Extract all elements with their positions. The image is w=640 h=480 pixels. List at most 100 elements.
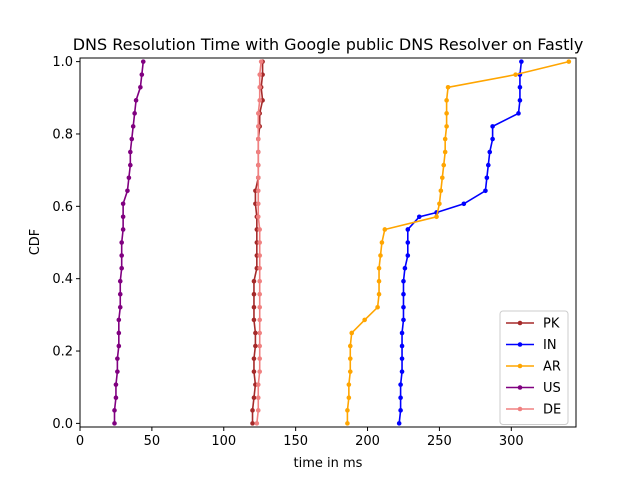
data-point [379, 240, 385, 245]
data-point [416, 214, 422, 220]
data-point [398, 395, 403, 401]
data-point [250, 408, 255, 413]
legend-label: DE [543, 403, 561, 418]
data-point [349, 330, 355, 336]
data-point [347, 343, 353, 349]
data-point [362, 317, 367, 323]
data-point [120, 214, 126, 220]
x-tick-label: 0 [76, 434, 84, 449]
data-point [257, 317, 263, 323]
legend-item-us: US [506, 381, 561, 396]
data-point [398, 382, 403, 387]
data-point [257, 98, 263, 103]
x-tick-label: 300 [499, 434, 524, 449]
data-point [440, 175, 445, 181]
data-point [116, 330, 122, 336]
data-point [128, 162, 133, 168]
data-point [445, 85, 451, 90]
data-point [405, 227, 411, 232]
data-point [401, 304, 406, 310]
data-point [255, 149, 261, 155]
data-point [255, 408, 261, 413]
data-point [115, 369, 120, 374]
data-point [253, 330, 258, 336]
x-tick-label: 100 [211, 434, 236, 449]
series-layer [112, 59, 572, 426]
y-tick-label: 0.8 [52, 127, 73, 142]
legend-item-ar: AR [506, 360, 561, 375]
legend-label: US [543, 381, 561, 396]
data-point [375, 304, 380, 310]
data-point [399, 369, 405, 374]
data-point [516, 111, 521, 116]
data-point [444, 98, 449, 103]
data-point [401, 278, 406, 284]
data-point [566, 59, 572, 64]
legend-box [499, 310, 569, 425]
data-point [401, 317, 406, 323]
data-point [438, 188, 444, 194]
data-point [258, 59, 264, 64]
data-point [398, 408, 403, 413]
legend-marker [517, 363, 523, 369]
data-point [117, 291, 123, 297]
x-tick-label: 50 [144, 434, 161, 449]
data-point [129, 136, 135, 142]
data-point [257, 356, 263, 361]
data-point [116, 317, 122, 323]
y-tick-label: 0.4 [52, 272, 73, 287]
legend-item-in: IN [506, 338, 557, 353]
data-point [253, 343, 258, 349]
data-point [257, 85, 263, 90]
y-axis: 0.0 0.2 0.4 0.6 0.8 1.0 [52, 55, 80, 432]
data-point [132, 111, 137, 116]
data-point [113, 382, 119, 387]
data-point [120, 201, 126, 207]
data-point [120, 227, 126, 232]
data-point [405, 240, 411, 245]
data-point [125, 188, 130, 194]
data-point [119, 265, 124, 271]
data-point [345, 421, 350, 426]
data-point [345, 408, 350, 413]
data-point [115, 356, 120, 361]
data-point [346, 395, 352, 401]
data-point [257, 240, 263, 245]
data-point [490, 136, 495, 142]
data-point [116, 343, 122, 349]
data-point [119, 240, 124, 245]
series-de [254, 59, 264, 426]
data-point [117, 304, 123, 310]
data-point [255, 201, 261, 207]
data-point [255, 111, 261, 116]
data-point [376, 265, 382, 271]
data-point [251, 278, 257, 284]
data-point [255, 175, 261, 181]
legend-item-pk: PK [506, 317, 560, 332]
legend-marker [517, 320, 523, 326]
x-axis-label: time in ms [294, 456, 363, 471]
data-point [133, 98, 139, 103]
data-point [444, 111, 449, 116]
data-point [250, 421, 255, 426]
data-point [402, 265, 408, 271]
data-point [257, 369, 263, 374]
legend-marker [517, 342, 523, 347]
legend-marker [517, 406, 523, 412]
data-point [126, 175, 132, 181]
data-point [441, 162, 447, 168]
data-point [517, 85, 523, 90]
legend-item-de: DE [506, 403, 561, 418]
data-point [490, 124, 495, 129]
data-point [399, 343, 405, 349]
data-point [113, 395, 119, 401]
data-point [378, 253, 383, 258]
data-point [257, 253, 263, 258]
data-point [257, 291, 263, 297]
data-point [346, 382, 352, 387]
data-point [486, 162, 491, 168]
chart-title: DNS Resolution Time with Google public D… [73, 35, 584, 54]
x-tick-label: 150 [283, 434, 308, 449]
data-point [257, 265, 263, 271]
x-tick-label: 200 [355, 434, 380, 449]
